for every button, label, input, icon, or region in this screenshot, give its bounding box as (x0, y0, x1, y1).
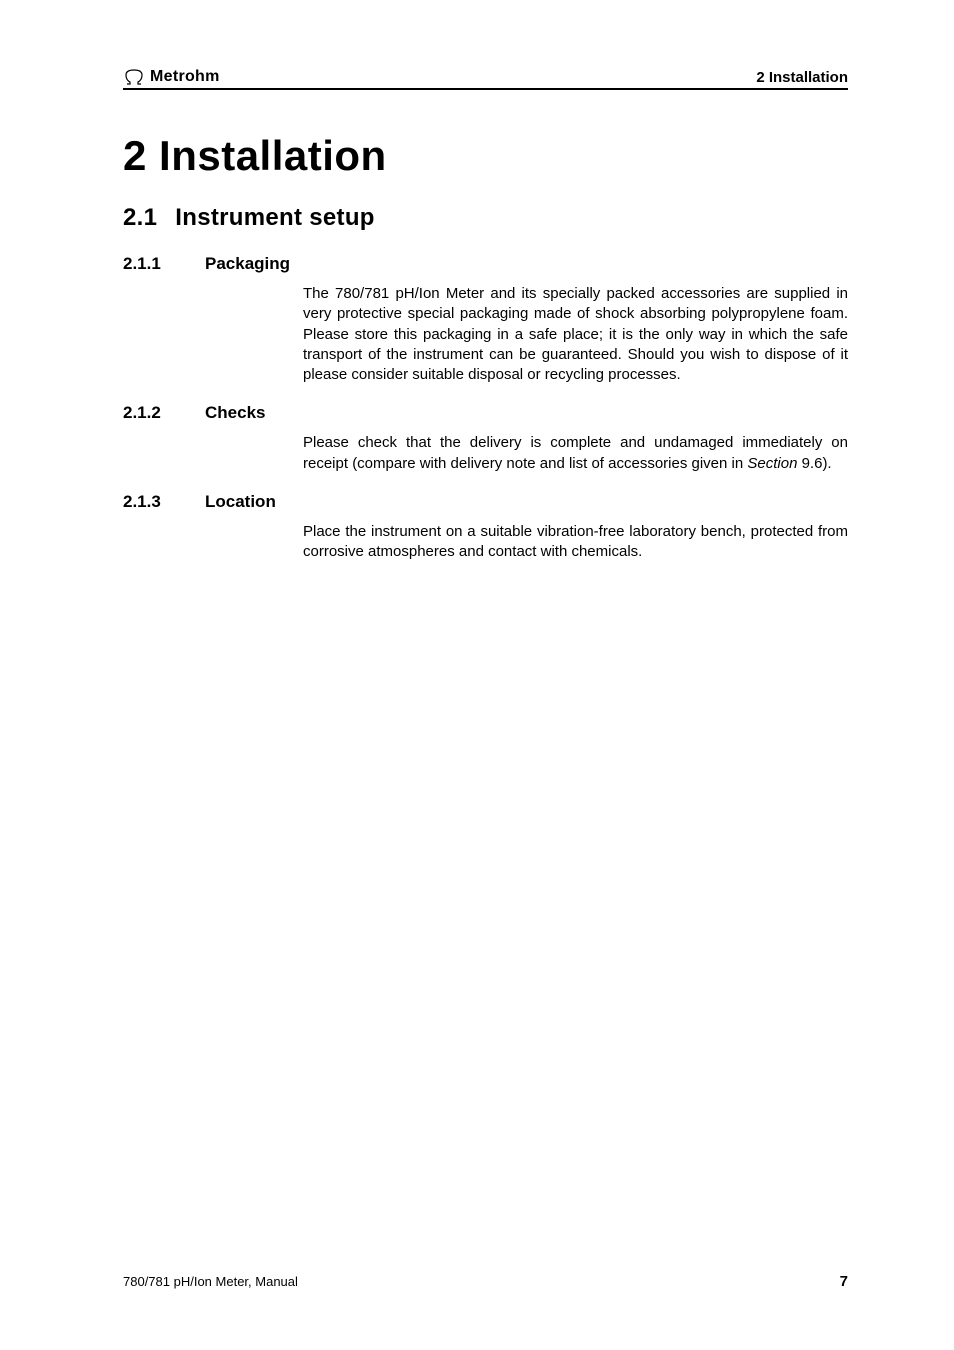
footer-doc-title: 780/781 pH/Ion Meter, Manual (123, 1274, 298, 1289)
section-name: Instrument setup (175, 204, 374, 231)
subsection-title: 2.1.2 Checks (123, 403, 848, 423)
logo-text: Metrohm (150, 68, 220, 86)
subsection-name: Packaging (205, 254, 290, 274)
chapter-title: 2 Installation (123, 132, 848, 180)
omega-icon (123, 68, 145, 86)
section-reference: Section (747, 455, 797, 472)
subsection-checks: 2.1.2 Checks Please check that the deliv… (123, 403, 848, 474)
body-paragraph: Please check that the delivery is comple… (303, 433, 848, 474)
body-paragraph: The 780/781 pH/Ion Meter and its special… (303, 284, 848, 385)
brand-logo: Metrohm (123, 68, 220, 86)
subsection-title: 2.1.3 Location (123, 492, 848, 512)
subsection-number: 2.1.2 (123, 403, 205, 423)
header-chapter-label: 2 Installation (756, 69, 848, 86)
body-paragraph: Place the instrument on a suitable vibra… (303, 522, 848, 563)
subsection-number: 2.1.3 (123, 492, 205, 512)
subsection-name: Checks (205, 403, 265, 423)
page-header: Metrohm 2 Installation (123, 68, 848, 90)
page-footer: 780/781 pH/Ion Meter, Manual 7 (123, 1273, 848, 1290)
subsection-name: Location (205, 492, 276, 512)
subsection-number: 2.1.1 (123, 254, 205, 274)
subsection-packaging: 2.1.1 Packaging The 780/781 pH/Ion Meter… (123, 254, 848, 385)
footer-page-number: 7 (840, 1273, 848, 1290)
section-title: 2.1 Instrument setup (123, 204, 848, 232)
body-text-post: 9.6). (797, 455, 831, 472)
subsection-title: 2.1.1 Packaging (123, 254, 848, 274)
section-number: 2.1 (123, 204, 157, 232)
subsection-location: 2.1.3 Location Place the instrument on a… (123, 492, 848, 563)
